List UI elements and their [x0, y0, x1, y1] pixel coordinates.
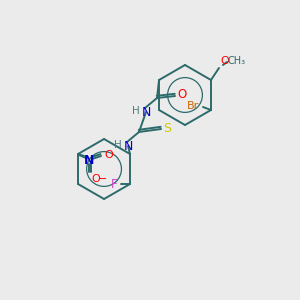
Text: N: N	[123, 140, 133, 152]
Text: CH₃: CH₃	[228, 56, 246, 66]
Text: H: H	[132, 106, 140, 116]
Text: O: O	[177, 88, 186, 101]
Text: S: S	[163, 122, 171, 134]
Text: Br: Br	[187, 101, 199, 111]
Text: O: O	[104, 150, 113, 160]
Text: F: F	[110, 178, 117, 190]
Text: N: N	[84, 154, 94, 166]
Text: N: N	[141, 106, 151, 118]
Text: O: O	[220, 56, 229, 66]
Text: H: H	[114, 140, 122, 150]
Text: O: O	[91, 174, 100, 184]
Text: −: −	[98, 174, 107, 184]
